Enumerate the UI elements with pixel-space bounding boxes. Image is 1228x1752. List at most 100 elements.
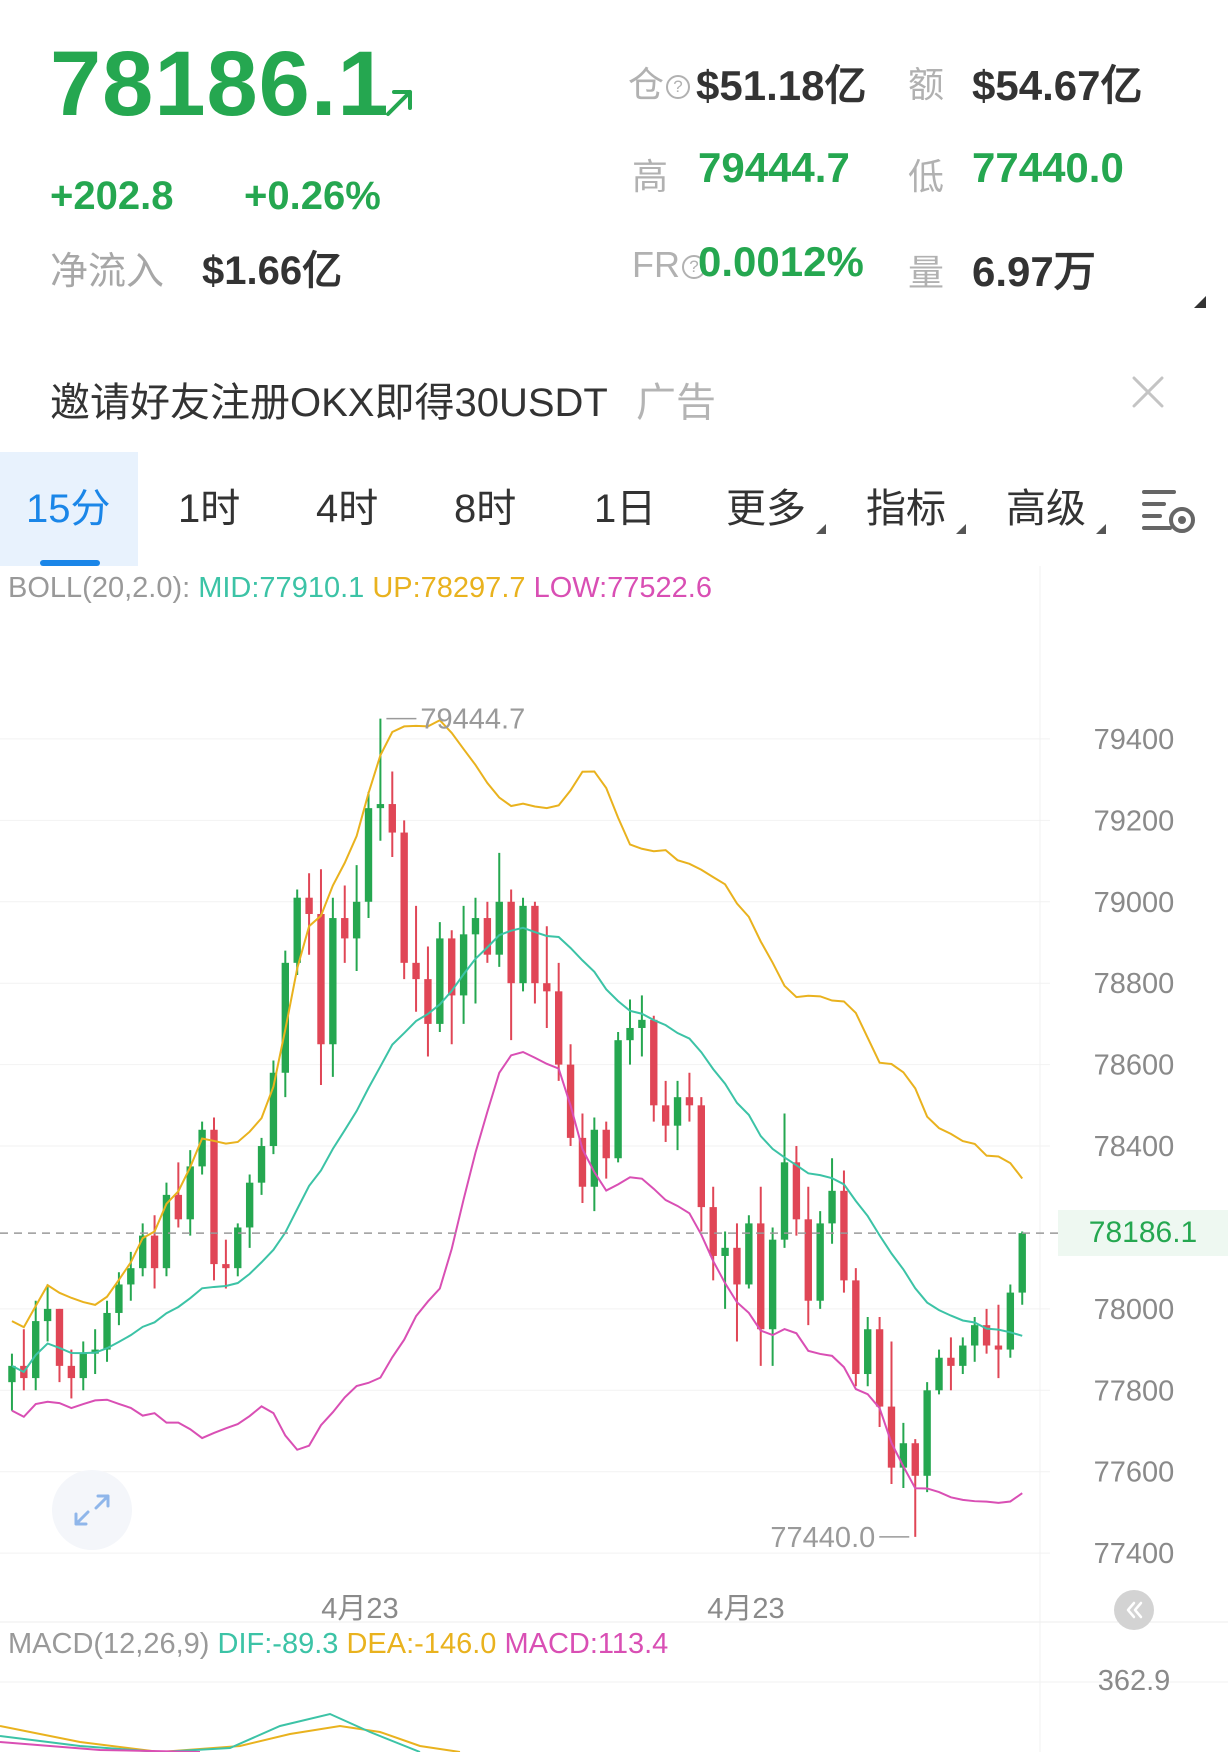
- macd-dif-line: [0, 1712, 421, 1752]
- candle-body: [400, 832, 408, 963]
- candle-body: [162, 1194, 171, 1269]
- macd-value: MACD:113.4: [504, 1628, 669, 1660]
- macd-name: MACD(12,26,9): [8, 1628, 210, 1660]
- candle-body: [448, 938, 456, 996]
- tab-indicators[interactable]: 指标: [866, 487, 946, 531]
- candle-body: [745, 1223, 753, 1285]
- candle-body: [198, 1129, 206, 1167]
- candle-body: [638, 1019, 646, 1028]
- candle-body: [412, 962, 420, 980]
- help-icon[interactable]: ?: [682, 255, 706, 280]
- candle-body: [982, 1325, 991, 1346]
- boll-up: UP:78297.7: [372, 572, 526, 604]
- low-value: 77440.0: [972, 144, 1124, 191]
- candle-body: [602, 1129, 610, 1159]
- high-marker-label: 79444.7: [420, 704, 525, 736]
- ad-banner-text[interactable]: 邀请好友注册OKX即得30USDT: [50, 381, 608, 425]
- y-tick-label: 79000: [1094, 887, 1175, 919]
- ad-tag: 广告: [636, 381, 716, 425]
- help-icon[interactable]: ?: [666, 75, 691, 100]
- turnover-value: $54.67亿: [972, 62, 1143, 109]
- price-change-percent: +0.26%: [244, 174, 381, 218]
- candle-body: [269, 1072, 278, 1147]
- fullscreen-button[interactable]: [52, 1470, 132, 1550]
- candle-body: [780, 1162, 789, 1240]
- funding-rate-value: 0.0012%: [698, 238, 864, 285]
- tab-1h[interactable]: 1时: [178, 487, 241, 531]
- low-marker-label: 77440.0: [770, 1522, 875, 1554]
- y-tick-label: 77400: [1094, 1538, 1175, 1570]
- open-interest-value: $51.18亿: [696, 62, 867, 109]
- candle-body: [436, 938, 444, 1024]
- candle-body: [864, 1329, 872, 1375]
- y-tick-label: 79200: [1094, 805, 1175, 837]
- tab-15m[interactable]: 15分: [0, 452, 138, 566]
- volume-label: 量: [908, 252, 945, 293]
- netflow-label: 净流入: [50, 251, 165, 293]
- y-tick-label: 77600: [1094, 1457, 1175, 1489]
- candle-body: [305, 897, 313, 914]
- macd-scale-label: 362.9: [1098, 1665, 1171, 1697]
- y-tick-label: 79400: [1094, 724, 1175, 756]
- candle-body: [186, 1166, 194, 1220]
- y-tick-label: 77800: [1094, 1375, 1175, 1407]
- tab-more[interactable]: 更多: [726, 487, 806, 531]
- timeframe-tabbar: 15分 1时 4时 8时 1日 更多 指标 高级: [0, 452, 1228, 566]
- x-tick-label: 4月23: [707, 1593, 784, 1625]
- candlestick-chart[interactable]: 79400 79200 79000 78800 78600 78400 78000 77800…: [0, 566, 1228, 1752]
- tab-1d[interactable]: 1日: [594, 487, 657, 531]
- candle-body: [721, 1247, 729, 1256]
- candle-body: [67, 1365, 76, 1379]
- candle-body: [507, 901, 515, 984]
- up-right-arrow-icon: [386, 90, 412, 116]
- candle-body: [174, 1194, 183, 1220]
- scroll-to-latest-button[interactable]: [1114, 1590, 1154, 1630]
- boll-mid: MID:77910.1: [198, 572, 365, 604]
- candle-body: [424, 979, 432, 1024]
- x-tick-label: 4月23: [321, 1593, 398, 1625]
- candle-body: [341, 918, 349, 939]
- candle-body: [971, 1325, 979, 1346]
- close-icon[interactable]: [1126, 370, 1170, 414]
- expand-icon: [74, 1494, 110, 1526]
- candle-body: [317, 913, 325, 1045]
- candle-body: [471, 918, 480, 935]
- boll-low: LOW:77522.6: [533, 572, 712, 604]
- candle-body: [32, 1321, 40, 1379]
- candle-body: [257, 1146, 266, 1183]
- candle-body: [281, 962, 289, 1073]
- tab-8h[interactable]: 8时: [454, 487, 517, 531]
- candle-body: [234, 1227, 242, 1269]
- candle-body: [352, 901, 361, 939]
- candle-body: [875, 1329, 884, 1407]
- tab-4h[interactable]: 4时: [316, 487, 379, 531]
- macd-dea-line: [0, 1724, 461, 1752]
- chart-settings-icon[interactable]: [1140, 486, 1198, 536]
- funding-rate-label: FR?: [632, 244, 708, 286]
- turnover-label: 额: [908, 64, 945, 105]
- high-label: 高: [632, 156, 669, 197]
- candle-body: [150, 1235, 159, 1269]
- candle-body: [483, 918, 492, 955]
- macd-legend: MACD(12,26,9) DIF:-89.3 DEA:-146.0 MACD:…: [8, 1628, 668, 1661]
- candle-body: [816, 1223, 824, 1301]
- candle-body: [887, 1406, 896, 1468]
- dropdown-caret-icon: [816, 524, 826, 534]
- candle-body: [531, 905, 539, 984]
- netflow-value: $1.66亿: [202, 249, 343, 293]
- candle-body: [994, 1345, 1003, 1350]
- candle-body: [55, 1308, 64, 1366]
- dropdown-caret-icon: [1096, 524, 1106, 534]
- candle-body: [329, 918, 337, 1045]
- candle-body: [650, 1019, 658, 1106]
- candle-body: [757, 1223, 765, 1330]
- tab-advanced[interactable]: 高级: [1006, 487, 1086, 531]
- expand-stats-icon[interactable]: [1194, 296, 1206, 308]
- macd-histogram-line: [0, 1741, 201, 1752]
- candle-body: [519, 905, 527, 984]
- y-tick-label: 78800: [1094, 968, 1175, 1000]
- candle-body: [210, 1129, 218, 1265]
- high-value: 79444.7: [698, 144, 850, 191]
- candle-body: [222, 1264, 230, 1269]
- macd-dea: DEA:-146.0: [346, 1628, 497, 1660]
